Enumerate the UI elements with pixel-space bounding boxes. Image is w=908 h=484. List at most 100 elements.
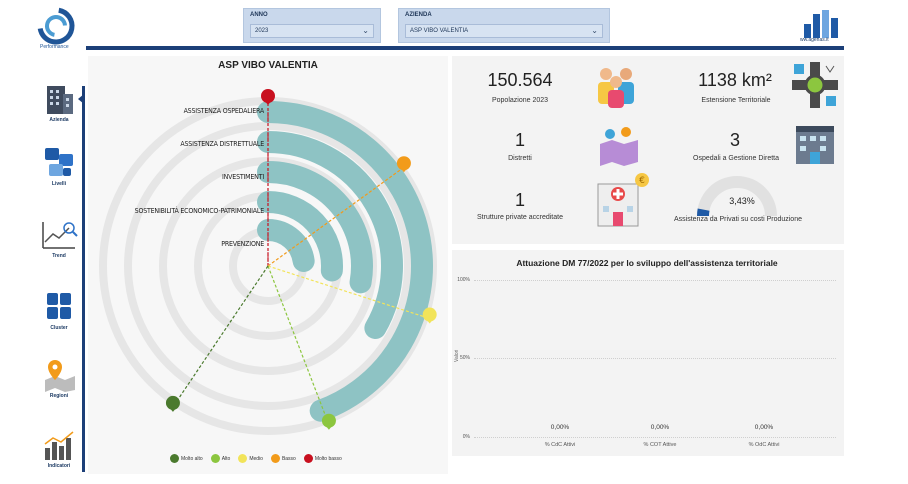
bar-chart-icon: [44, 431, 74, 460]
nav-label: Azienda: [49, 117, 69, 123]
category-label: INVESTIMENTI: [222, 173, 264, 181]
legend-item[interactable]: Basso: [270, 454, 296, 463]
roads-map-icon: [792, 62, 838, 108]
bar-plot-area: [474, 280, 836, 438]
bar-value-label: 0,00%: [550, 424, 570, 431]
azienda-selected-value: ASP VIBO VALENTIA: [410, 28, 469, 34]
category-label: ASSISTENZA OSPEDALIERA: [183, 107, 265, 115]
legend-label: Medio: [249, 455, 263, 462]
grid-icon: [47, 293, 71, 319]
nav-label: Livelli: [51, 181, 67, 187]
kpi-estensione-value: 1138 km²: [698, 70, 772, 90]
bar-category-label: % OdC Attivi: [748, 442, 780, 448]
y-tick-label: 0%: [462, 434, 470, 440]
nav-label: Regioni: [49, 393, 69, 399]
map-pin-icon: [45, 360, 75, 392]
filter-azienda: AZIENDA ASP VIBO VALENTIA ⌄: [398, 8, 610, 43]
needle-pin-tip: [167, 405, 178, 412]
legend-label: Alto: [221, 455, 231, 462]
kpi-assistenza-label: Assistenza da Privati su costi Produzion…: [673, 216, 802, 223]
hospital-building-icon: [796, 126, 834, 164]
kpi-popolazione-value: 150.564: [487, 70, 553, 90]
y-tick-label: 50%: [459, 355, 470, 361]
kpi-ospedali-value: 3: [729, 130, 740, 150]
nav-label: Cluster: [50, 325, 68, 331]
header-divider: [86, 46, 844, 50]
assistenza-gauge: [697, 176, 777, 217]
kpi-panel: [452, 56, 844, 244]
nav-item-azienda[interactable]: Azienda: [38, 82, 80, 123]
legend-label: Molto basso: [314, 455, 342, 462]
needle-pin-tip: [263, 99, 273, 105]
bar-value-label: 0,00%: [650, 424, 670, 431]
private-clinic-icon: €: [597, 173, 649, 227]
nav-label: Indicatori: [47, 463, 71, 469]
agenas-logo[interactable]: [800, 8, 842, 40]
radial-bar: [257, 131, 403, 339]
kpi-popolazione-label: Popolazione 2023: [491, 97, 549, 104]
legend-pin-icon: [210, 454, 220, 463]
radial-bar: [257, 101, 433, 422]
building-icon: [47, 86, 73, 114]
y-tick-label: 100%: [457, 277, 470, 283]
gridline: [474, 280, 836, 281]
chevron-down-icon: ⌄: [362, 26, 369, 35]
agenas-label: ww.agenas.it: [800, 37, 829, 43]
sidebar-divider: [82, 86, 85, 472]
kpi-assistenza-value: 3,43%: [729, 196, 755, 206]
kpi-distretti-value: 1: [514, 130, 525, 150]
legend-label: Molto alto: [181, 455, 203, 462]
legend-item[interactable]: Medio: [238, 454, 263, 463]
kpi-strutture-label: Strutture private accreditate: [477, 214, 563, 221]
nav-item-regioni[interactable]: Regioni: [38, 358, 80, 399]
radial-legend: Molto alto Alto Medio Basso Molto basso: [170, 454, 342, 463]
bar-value-label: 0,00%: [754, 424, 774, 431]
nav-item-trend[interactable]: Trend: [38, 218, 80, 259]
brand-label: Performance: [40, 44, 69, 50]
performance-logo[interactable]: [36, 6, 76, 46]
radial-bar: [257, 191, 343, 282]
bar-category-label: % COT Attive: [643, 442, 677, 448]
category-label: SOSTENIBILITÀ ECONOMICO-PATRIMONIALE: [134, 207, 265, 215]
category-label: ASSISTENZA DISTRETTUALE: [180, 140, 264, 148]
needle-pin-tip: [398, 166, 409, 173]
filter-azienda-label: AZIENDA: [405, 12, 432, 18]
nav-item-livelli[interactable]: Livelli: [38, 146, 80, 187]
filter-anno: ANNO 2023 ⌄: [243, 8, 381, 43]
needle-line: [267, 265, 430, 320]
kpi-strutture-value: 1: [514, 190, 525, 210]
active-nav-pointer-icon: [78, 94, 84, 104]
legend-item[interactable]: Alto: [210, 454, 231, 463]
needle-line: [172, 265, 269, 408]
layers-icon: [45, 148, 73, 176]
svg-text:€: €: [639, 176, 645, 186]
anno-selected-value: 2023: [255, 28, 269, 34]
needle-line: [267, 166, 405, 267]
anno-select[interactable]: 2023 ⌄: [250, 24, 374, 38]
legend-item[interactable]: Molto alto: [170, 454, 203, 463]
needle-pin-tip: [424, 317, 435, 324]
filter-anno-label: ANNO: [250, 12, 268, 18]
legend-pin-icon: [270, 454, 280, 463]
legend-pin-icon: [303, 454, 313, 463]
chevron-down-icon: ⌄: [591, 26, 598, 35]
sidebar: Performance Azienda Livelli: [0, 0, 82, 484]
gauge-track: [697, 176, 777, 217]
dm77-panel: [452, 250, 844, 456]
gridline: [474, 358, 836, 359]
gauge-fill: [697, 208, 710, 217]
radial-chart: [99, 89, 437, 435]
people-icon: [598, 68, 634, 108]
needle-line: [267, 265, 330, 425]
nav-label: Trend: [52, 253, 66, 259]
performance-logo-icon: [37, 7, 75, 45]
legend-item[interactable]: Molto basso: [303, 454, 342, 463]
azienda-select[interactable]: ASP VIBO VALENTIA ⌄: [405, 24, 603, 38]
bar-chart-title: Attuazione DM 77/2022 per lo sviluppo de…: [516, 258, 778, 268]
kpi-distretti-label: Distretti: [508, 155, 532, 162]
nav-item-indicatori[interactable]: Indicatori: [38, 428, 80, 469]
nav-item-cluster[interactable]: Cluster: [38, 290, 80, 331]
radial-title: ASP VIBO VALENTIA: [218, 60, 318, 71]
category-label: PREVENZIONE: [221, 240, 264, 248]
